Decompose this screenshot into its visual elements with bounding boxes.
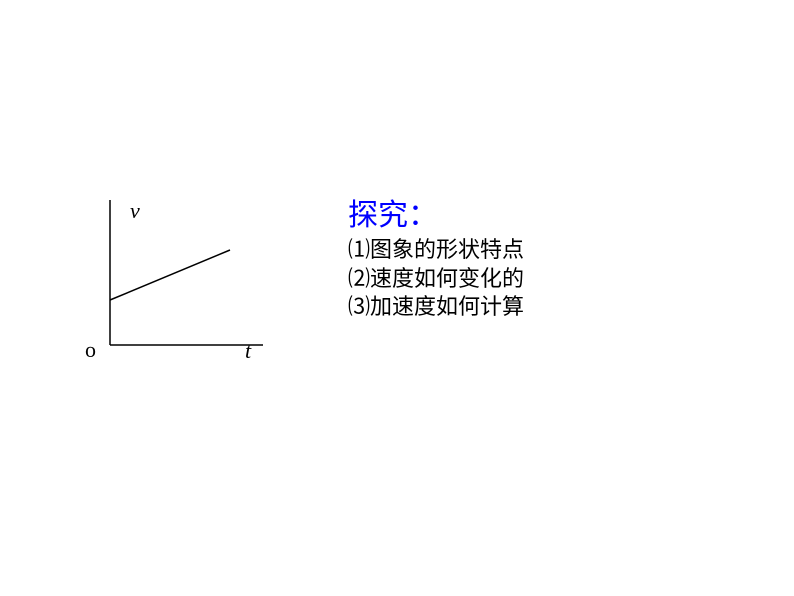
question-1-text: 图象的形状特点 xyxy=(370,237,524,262)
question-3: ⑶加速度如何计算 xyxy=(348,293,524,322)
y-axis-label: v xyxy=(130,198,140,224)
paren-open: ⑴ xyxy=(348,237,370,262)
origin-label: o xyxy=(85,337,96,363)
text-content: 探究： ⑴图象的形状特点 ⑵速度如何变化的 ⑶加速度如何计算 xyxy=(348,190,524,322)
data-line xyxy=(110,250,230,300)
inquiry-title: 探究： xyxy=(348,190,524,234)
question-3-text: 加速度如何计算 xyxy=(370,294,524,319)
x-axis-label: t xyxy=(245,338,251,364)
question-1: ⑴图象的形状特点 xyxy=(348,236,524,265)
paren-open: ⑶ xyxy=(348,294,370,319)
question-2-text: 速度如何变化的 xyxy=(370,266,524,291)
paren-open: ⑵ xyxy=(348,266,370,291)
question-2: ⑵速度如何变化的 xyxy=(348,265,524,294)
